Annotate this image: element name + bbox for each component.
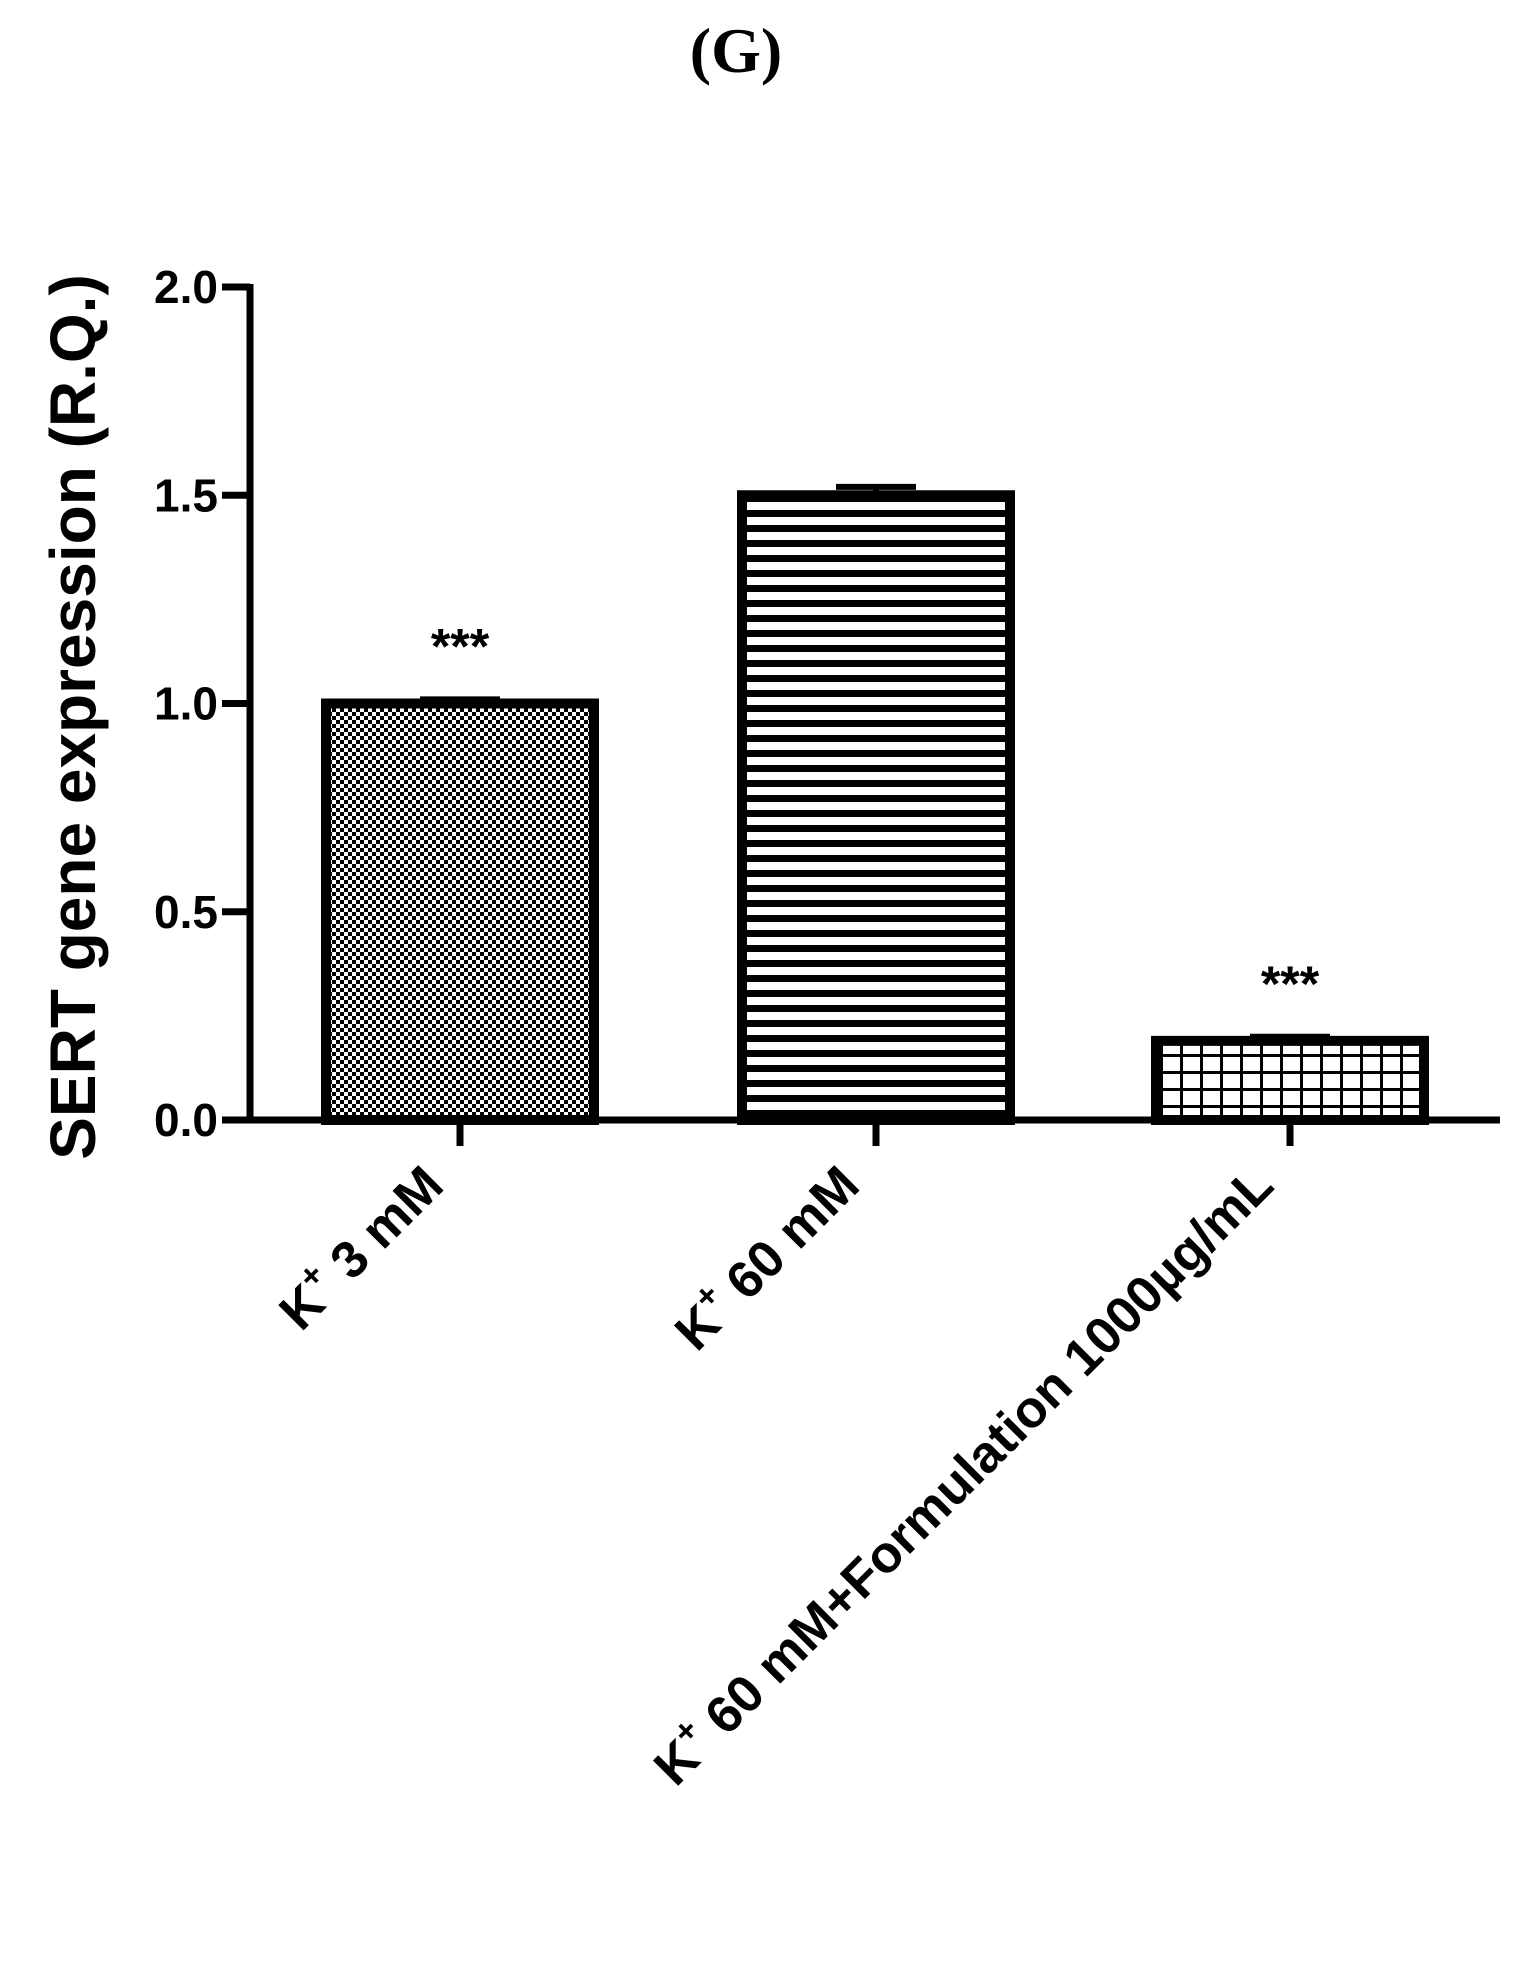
- significance-label: ***: [431, 619, 490, 675]
- y-axis-title: SERT gene expression (R.Q.): [37, 274, 109, 1160]
- y-tick-label: 0.0: [154, 1094, 218, 1146]
- bar: [321, 698, 599, 1125]
- y-tick-label: 0.5: [154, 886, 218, 938]
- category-label: K+ 3 mM: [264, 1151, 454, 1341]
- y-tick-label: 2.0: [154, 261, 218, 313]
- y-tick-label: 1.0: [154, 678, 218, 730]
- panel-label: (G): [690, 15, 782, 86]
- bar: [1151, 1035, 1429, 1125]
- y-tick-label: 1.5: [154, 469, 218, 521]
- category-labels: K+ 3 mMK+ 60 mMK+ 60 mM+Formulation 1000…: [264, 1151, 1285, 1796]
- category-label: K+ 60 mM: [660, 1151, 871, 1362]
- significance-label: ***: [1261, 956, 1320, 1012]
- bars: *** ***: [321, 483, 1429, 1125]
- bar: [737, 490, 1015, 1125]
